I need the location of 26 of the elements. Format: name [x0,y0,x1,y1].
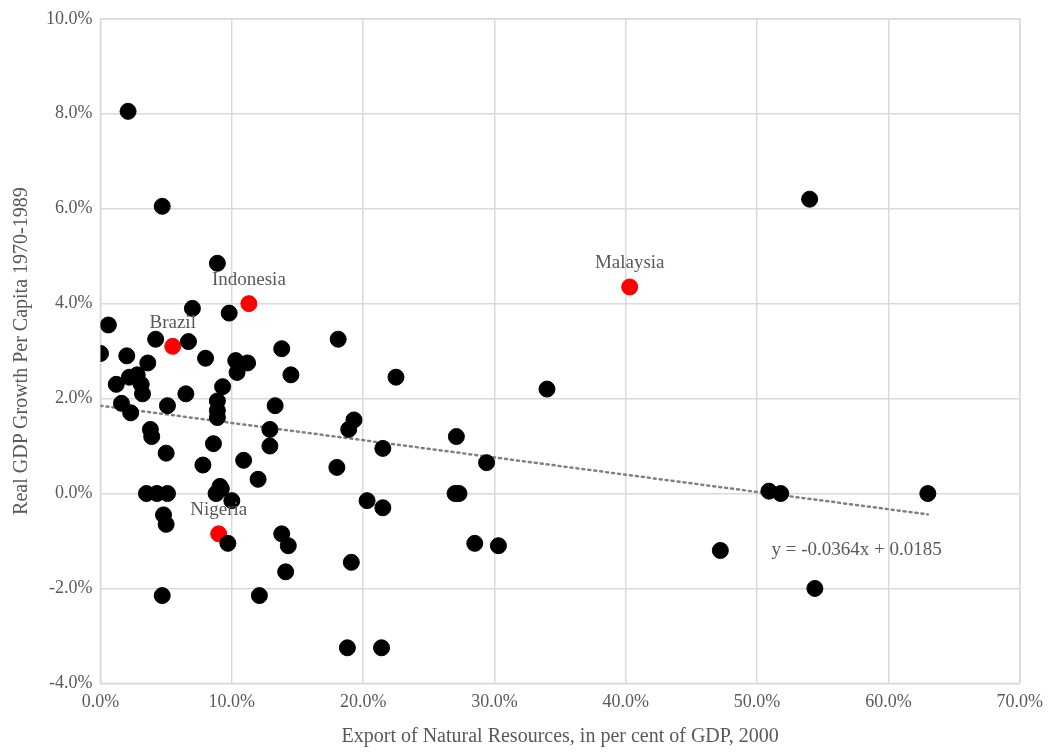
point [164,337,182,355]
y-tick-label: -4.0% [48,672,93,693]
x-tick-label: 0.0% [81,690,120,711]
annotation: Nigeria [190,498,248,520]
annotation: Malaysia [594,251,666,273]
y-tick-label: 0.0% [54,482,93,503]
y-tick-label: 10.0% [45,7,93,28]
x-tick-label: 10.0% [208,690,256,711]
y-tick-label: -2.0% [48,577,93,598]
x-tick-label: 50.0% [733,690,781,711]
x-axis-title: Export of Natural Resources, in per cent of GDP, 2000 [341,724,779,748]
y-tick-label: 2.0% [54,387,93,408]
y-axis-title: Real GDP Growth Per Capita 1970-1989 [9,187,33,515]
x-tick-label: 30.0% [471,690,518,711]
x-tick-label: 20.0% [339,690,387,711]
x-tick-label: 40.0% [602,690,650,711]
annotation: y = -0.0364x + 0.0185 [771,538,942,560]
annotation: Indonesia [211,268,287,290]
y-tick-label: 4.0% [54,292,93,313]
y-tick-label: 8.0% [54,102,93,123]
point [240,295,258,313]
x-tick-label: 70.0% [996,690,1043,711]
point [621,278,639,296]
x-tick-label: 60.0% [865,690,912,711]
y-tick-label: 6.0% [54,197,93,218]
annotation: Brazil [149,310,196,332]
